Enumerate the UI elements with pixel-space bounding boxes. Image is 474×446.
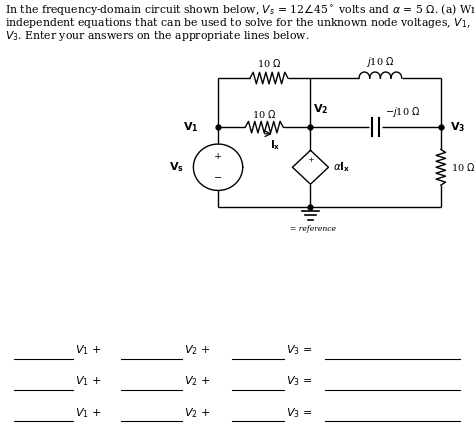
Text: $V_3$ =: $V_3$ =	[286, 406, 312, 420]
Text: $V_3$. Enter your answers on the appropriate lines below.: $V_3$. Enter your answers on the appropr…	[5, 29, 310, 43]
Text: 10 $\Omega$: 10 $\Omega$	[252, 107, 276, 120]
Text: $\mathbf{V_2}$: $\mathbf{V_2}$	[313, 102, 328, 116]
Text: +: +	[214, 153, 222, 161]
Text: $V_1$ +: $V_1$ +	[75, 406, 101, 420]
Text: $V_3$ =: $V_3$ =	[286, 375, 312, 388]
Text: $\mathbf{I_x}$: $\mathbf{I_x}$	[270, 138, 281, 152]
Text: $V_3$ =: $V_3$ =	[286, 343, 312, 357]
Text: $V_2$ +: $V_2$ +	[184, 406, 210, 420]
Text: 10 $\Omega$: 10 $\Omega$	[257, 57, 281, 69]
Text: +: +	[307, 157, 314, 165]
Text: $-j$10 $\Omega$: $-j$10 $\Omega$	[385, 105, 420, 119]
Text: 10 $\Omega$: 10 $\Omega$	[451, 161, 474, 173]
Text: $\alpha \mathbf{I_x}$: $\alpha \mathbf{I_x}$	[333, 161, 351, 174]
Text: −: −	[214, 174, 222, 183]
Text: $\mathbf{V_3}$: $\mathbf{V_3}$	[450, 120, 465, 134]
Text: $V_1$ +: $V_1$ +	[75, 343, 101, 357]
Text: In the frequency-domain circuit shown below, $V_s$ = 12$\angle$45$^\circ$ volts : In the frequency-domain circuit shown be…	[5, 2, 474, 17]
Text: $j$10 $\Omega$: $j$10 $\Omega$	[366, 55, 394, 69]
Text: $V_2$ +: $V_2$ +	[184, 343, 210, 357]
Text: independent equations that can be used to solve for the unknown node voltages, $: independent equations that can be used t…	[5, 16, 474, 29]
Text: $V_2$ +: $V_2$ +	[184, 375, 210, 388]
Text: $V_1$ +: $V_1$ +	[75, 375, 101, 388]
Text: $\mathbf{V_s}$: $\mathbf{V_s}$	[169, 161, 184, 174]
Text: = reference: = reference	[290, 225, 336, 233]
Text: $\mathbf{V_1}$: $\mathbf{V_1}$	[183, 120, 199, 134]
